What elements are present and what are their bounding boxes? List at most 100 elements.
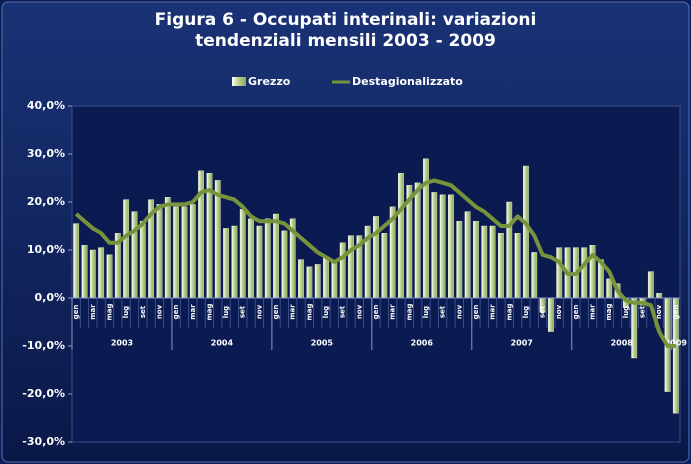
x-tick-label: mar bbox=[189, 304, 197, 320]
x-tick-label: mar bbox=[489, 304, 497, 320]
y-tick-label: 20,0% bbox=[27, 195, 65, 208]
bar bbox=[164, 196, 171, 299]
bar bbox=[656, 293, 663, 299]
x-tick-label: gen bbox=[372, 305, 380, 320]
x-tick-label: lug bbox=[522, 306, 530, 318]
x-tick-label: set bbox=[339, 305, 347, 318]
year-label: 2006 bbox=[411, 339, 434, 348]
bar bbox=[173, 206, 180, 299]
x-tick-label: lug bbox=[622, 306, 630, 318]
bar bbox=[331, 261, 338, 299]
bar bbox=[348, 235, 354, 299]
y-tick-label: -30,0% bbox=[22, 435, 65, 448]
x-tick-label: set bbox=[439, 305, 447, 318]
x-tick-label: mag bbox=[305, 303, 313, 320]
y-tick-label: 40,0% bbox=[27, 99, 65, 112]
x-tick-label: mag bbox=[405, 303, 413, 320]
x-tick-label: gen bbox=[272, 305, 280, 320]
year-label: 2003 bbox=[111, 339, 133, 348]
x-tick-label: mar bbox=[289, 304, 297, 320]
bar bbox=[431, 192, 438, 299]
bar bbox=[647, 271, 654, 299]
bar bbox=[248, 218, 254, 299]
bar bbox=[314, 264, 321, 299]
bar bbox=[373, 216, 379, 299]
legend-swatch bbox=[232, 77, 246, 86]
y-tick-label: 30,0% bbox=[27, 147, 65, 160]
bar bbox=[339, 242, 346, 299]
x-tick-label: nov bbox=[155, 304, 163, 319]
bar bbox=[181, 206, 188, 299]
x-tick-label: mag bbox=[605, 303, 613, 320]
bar bbox=[398, 172, 404, 299]
bar bbox=[106, 254, 113, 299]
y-tick-label: 10,0% bbox=[27, 243, 65, 256]
bar bbox=[506, 201, 513, 299]
bar bbox=[89, 249, 96, 299]
x-tick-label: mar bbox=[589, 304, 597, 320]
bar bbox=[123, 199, 130, 299]
bar bbox=[448, 194, 454, 299]
bar bbox=[514, 232, 521, 299]
x-tick-label: mar bbox=[389, 304, 397, 320]
bar bbox=[306, 266, 313, 299]
bar bbox=[231, 225, 238, 299]
bar bbox=[264, 218, 271, 299]
x-tick-label: lug bbox=[422, 306, 430, 318]
chart-title: Figura 6 - Occupati interinali: variazio… bbox=[154, 10, 537, 51]
bar bbox=[423, 158, 429, 299]
bar bbox=[581, 247, 588, 299]
x-tick-label: mag bbox=[205, 303, 213, 320]
x-tick-label: mar bbox=[89, 304, 97, 320]
x-tick-label: nov bbox=[555, 304, 563, 319]
bar bbox=[298, 259, 304, 299]
bar bbox=[131, 211, 138, 299]
y-tick-label: -10,0% bbox=[22, 339, 65, 352]
bar bbox=[381, 232, 388, 299]
bar bbox=[489, 225, 496, 299]
x-tick-label: lug bbox=[322, 306, 330, 318]
x-tick-label: gen bbox=[172, 305, 180, 320]
bar bbox=[456, 220, 463, 299]
year-label: 2004 bbox=[211, 339, 234, 348]
x-tick-label: set bbox=[139, 305, 147, 318]
bar bbox=[631, 297, 638, 359]
bar bbox=[481, 225, 488, 299]
bar bbox=[323, 257, 329, 299]
x-tick-label: nov bbox=[255, 304, 263, 319]
bar bbox=[523, 165, 529, 299]
bar bbox=[439, 194, 446, 299]
x-tick-label: set bbox=[539, 305, 547, 318]
y-tick-label: -20,0% bbox=[22, 387, 65, 400]
bar bbox=[548, 297, 554, 332]
bar bbox=[98, 247, 105, 299]
bar bbox=[531, 252, 538, 299]
bar bbox=[189, 204, 196, 299]
bar bbox=[281, 230, 288, 299]
bar bbox=[256, 225, 263, 299]
x-tick-label: set bbox=[639, 305, 647, 318]
legend-label: Grezzo bbox=[248, 75, 291, 88]
year-label: 2007 bbox=[511, 339, 533, 348]
x-tick-label: nov bbox=[455, 304, 463, 319]
x-tick-label: gen bbox=[572, 305, 580, 320]
bar bbox=[498, 232, 504, 299]
x-tick-label: nov bbox=[655, 304, 663, 319]
bar bbox=[273, 213, 279, 299]
bar bbox=[139, 220, 146, 299]
bar bbox=[473, 220, 479, 299]
bar bbox=[556, 247, 563, 299]
bar bbox=[606, 278, 613, 299]
year-label: 2008 bbox=[611, 339, 634, 348]
x-tick-label: nov bbox=[355, 304, 363, 319]
bar bbox=[239, 208, 246, 299]
x-tick-label: set bbox=[239, 305, 247, 318]
legend-label: Destagionalizzato bbox=[352, 75, 463, 88]
bar bbox=[214, 180, 221, 299]
x-tick-label: lug bbox=[122, 306, 130, 318]
bar bbox=[223, 228, 229, 299]
bar bbox=[156, 204, 163, 299]
x-tick-label: lug bbox=[222, 306, 230, 318]
